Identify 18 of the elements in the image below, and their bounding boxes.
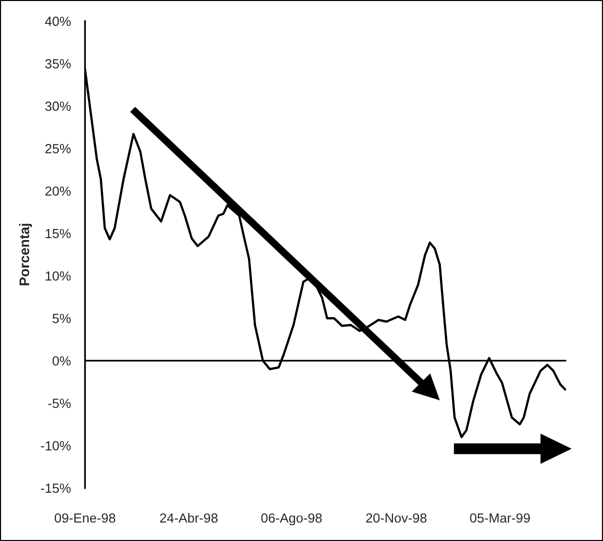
- y-tick-label: 25%: [45, 144, 71, 154]
- y-tick-label: -5%: [48, 398, 71, 408]
- y-tick-label: 0%: [52, 356, 71, 366]
- y-tick-label: 5%: [52, 314, 71, 324]
- x-tick-label: 05-Mar-99: [470, 513, 530, 523]
- y-tick-label: 35%: [45, 59, 71, 68]
- y-tick-label: 30%: [45, 102, 71, 111]
- y-tick-label: 15%: [46, 228, 71, 238]
- y-tick-label: -15%: [40, 484, 71, 493]
- x-tick-label: 06-Ago-98: [261, 513, 322, 526]
- x-tick-label: 09-Ene-98: [54, 513, 116, 523]
- x-tick-label: 20-Nov-98: [366, 513, 426, 523]
- y-tick-label: 10%: [46, 271, 71, 281]
- y-tick-label: -10%: [40, 441, 71, 450]
- y-tick-label: 40%: [45, 16, 71, 26]
- x-tick-label: 24-Abr-98: [160, 512, 218, 523]
- y-axis-title: Porcentaj: [19, 224, 32, 286]
- y-tick-label: 20%: [45, 186, 71, 196]
